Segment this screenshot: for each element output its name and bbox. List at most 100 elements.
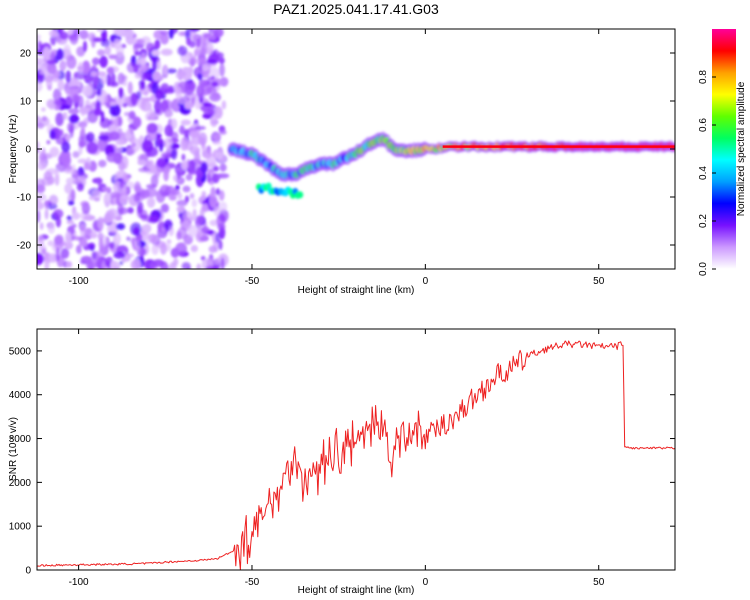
- noise-blob: [123, 111, 130, 117]
- noise-blob: [145, 42, 155, 53]
- noise-blob: [118, 87, 124, 99]
- noise-blob: [103, 192, 112, 207]
- noise-blob: [93, 37, 103, 42]
- noise-blob: [108, 54, 117, 60]
- noise-blob: [72, 94, 81, 103]
- noise-blob: [164, 108, 173, 118]
- spectrogram-xtick-label: 0: [423, 276, 429, 287]
- noise-blob: [113, 251, 126, 259]
- noise-blob: [82, 60, 91, 75]
- noise-blob: [189, 29, 197, 42]
- noise-blob: [183, 129, 190, 138]
- noise-blob: [90, 71, 98, 77]
- noise-blob: [154, 170, 161, 177]
- noise-blob: [184, 81, 195, 96]
- noise-blob: [114, 233, 121, 245]
- noise-blob: [68, 114, 80, 124]
- noise-blob: [122, 103, 128, 108]
- noise-blob: [143, 97, 153, 102]
- noise-blob: [130, 259, 142, 269]
- noise-blob: [44, 199, 50, 210]
- noise-blob: [54, 168, 60, 182]
- spectrogram-noise-blobs: [37, 29, 230, 269]
- noise-blob: [62, 112, 68, 120]
- ridge-branch: [265, 182, 272, 190]
- noise-blob: [143, 223, 152, 233]
- snr-ytick-label: 3000: [9, 434, 32, 445]
- spectrogram-xtick-label: -50: [245, 276, 260, 287]
- noise-blob: [86, 141, 99, 155]
- noise-blob: [65, 177, 77, 185]
- noise-blob: [79, 107, 91, 114]
- noise-blob: [206, 58, 217, 64]
- noise-blob: [122, 173, 130, 183]
- noise-blob: [217, 173, 230, 179]
- noise-blob: [221, 100, 227, 110]
- noise-blob: [77, 62, 84, 74]
- noise-blob: [170, 149, 178, 160]
- noise-blob: [41, 247, 47, 255]
- spectrogram-ytick-label: -10: [17, 193, 32, 204]
- noise-blob: [37, 40, 43, 48]
- noise-blob: [76, 182, 84, 192]
- noise-blob: [78, 140, 86, 148]
- noise-blob: [141, 36, 151, 46]
- noise-blob: [141, 139, 154, 153]
- noise-blob: [146, 123, 158, 134]
- noise-blob: [170, 118, 178, 130]
- noise-blob: [155, 189, 166, 203]
- noise-blob: [100, 72, 108, 85]
- noise-blob: [101, 186, 112, 192]
- noise-blob: [170, 247, 180, 258]
- noise-blob: [104, 95, 109, 104]
- noise-blob: [212, 132, 222, 141]
- noise-blob: [132, 116, 142, 128]
- spectrogram-xlabel: Height of straight line (km): [298, 285, 415, 296]
- noise-blob: [188, 161, 198, 173]
- noise-blob: [106, 152, 118, 163]
- noise-blob: [131, 138, 142, 152]
- noise-blob: [195, 215, 205, 225]
- noise-blob: [47, 240, 54, 247]
- colorbar-tick-label: 0.4: [698, 166, 709, 180]
- colorbar-label: Normalized spectral amplitude: [736, 81, 747, 216]
- noise-blob: [201, 37, 207, 44]
- noise-blob: [152, 59, 158, 72]
- noise-blob: [91, 251, 100, 262]
- noise-blob: [196, 84, 205, 98]
- noise-blob: [220, 257, 225, 269]
- noise-blob: [206, 35, 217, 40]
- noise-blob: [206, 42, 214, 55]
- noise-blob: [220, 215, 226, 221]
- noise-blob: [212, 91, 220, 99]
- noise-blob: [214, 258, 221, 265]
- noise-blob: [202, 102, 213, 107]
- noise-blob: [37, 209, 41, 223]
- noise-blob: [91, 64, 97, 70]
- noise-blob: [126, 236, 131, 241]
- spectrogram-xtick-label: -100: [69, 276, 89, 287]
- noise-blob: [37, 62, 44, 71]
- noise-blob: [63, 44, 71, 57]
- noise-blob: [209, 115, 218, 127]
- noise-blob: [175, 86, 183, 100]
- noise-blob: [128, 110, 136, 120]
- noise-blob: [164, 124, 174, 137]
- noise-blob: [47, 222, 56, 234]
- noise-blob: [55, 247, 60, 262]
- noise-blob: [198, 132, 208, 146]
- noise-blob: [65, 134, 71, 142]
- noise-blob: [213, 206, 221, 217]
- noise-blob: [79, 29, 89, 40]
- snr-background: [37, 329, 675, 570]
- noise-blob: [117, 72, 125, 85]
- noise-blob: [59, 31, 69, 40]
- noise-blob: [80, 123, 86, 138]
- noise-blob: [132, 228, 140, 235]
- noise-blob: [149, 215, 160, 223]
- noise-blob: [98, 238, 104, 250]
- noise-blob: [72, 151, 80, 158]
- noise-blob: [215, 232, 221, 243]
